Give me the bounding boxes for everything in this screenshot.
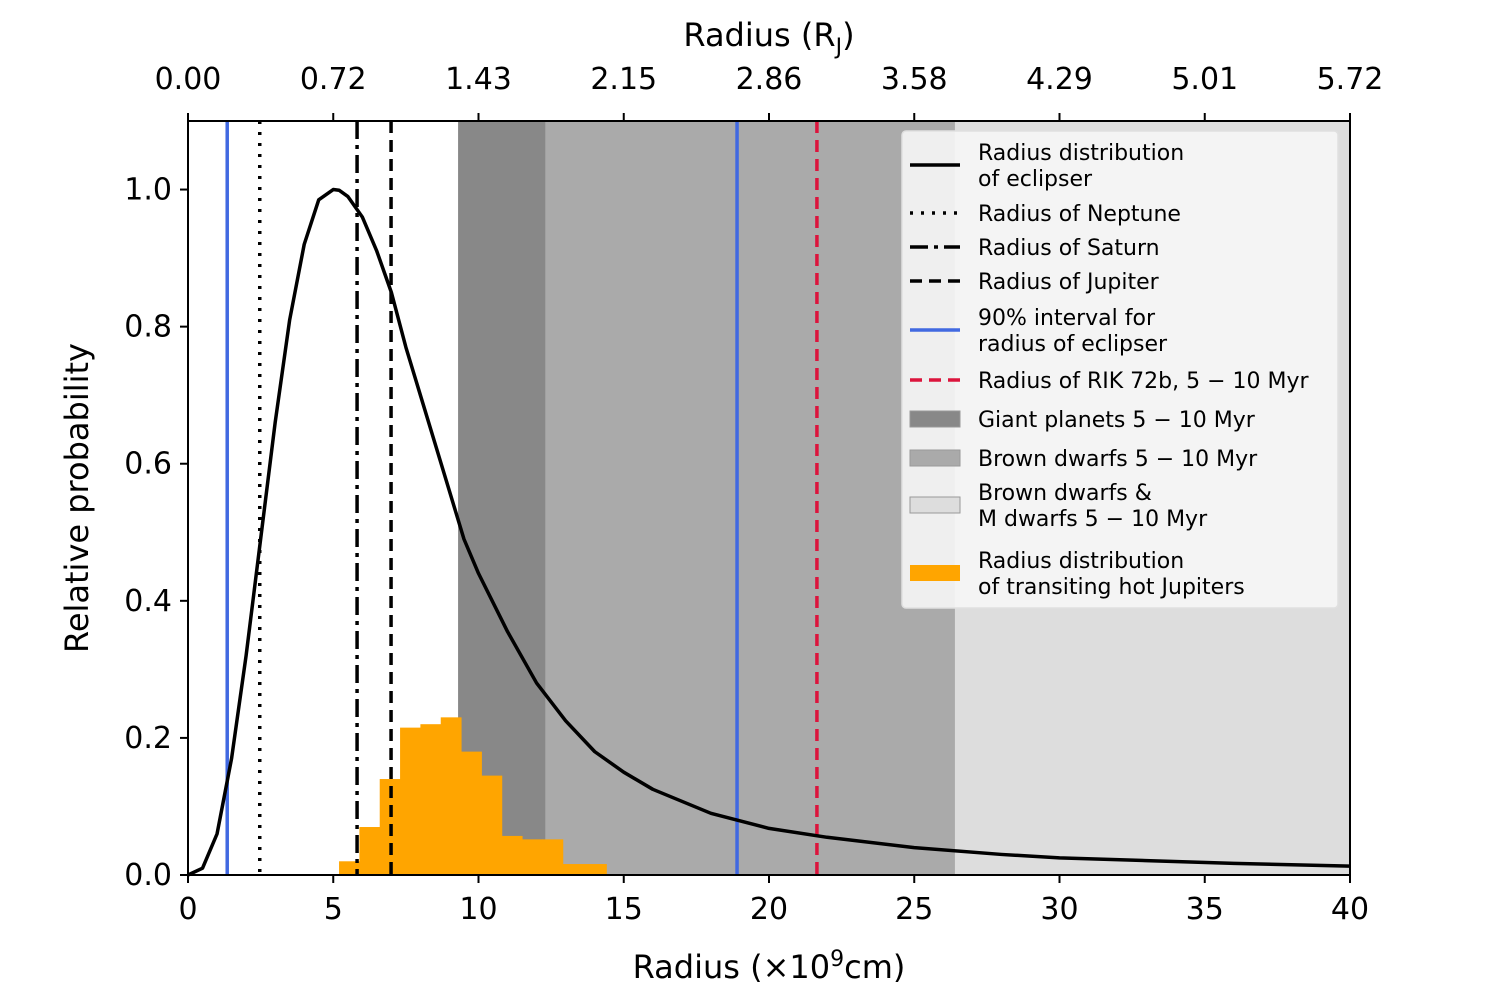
legend-handle-7 — [909, 449, 961, 467]
histogram-bar-1 — [359, 827, 381, 875]
legend-handle-8 — [909, 496, 961, 514]
x-tick-label-0: 0 — [178, 892, 197, 927]
legend-label-4-line1: 90% interval for — [978, 306, 1156, 331]
histogram-bar-8 — [501, 835, 523, 875]
legend-label-5: Radius of RIK 72b, 5 − 10 Myr — [978, 369, 1310, 394]
top-tick-label-0: 0.00 — [155, 62, 222, 97]
x-tick-label-6: 30 — [1040, 892, 1078, 927]
x-tick-label-8: 40 — [1331, 892, 1369, 927]
legend-label-0-line1: Radius distribution — [978, 141, 1184, 166]
legend-label-8-line1: Brown dwarfs & — [978, 481, 1152, 506]
top-tick-label-7: 5.01 — [1171, 62, 1238, 97]
legend-label-9-line2: of transiting hot Jupiters — [978, 575, 1245, 600]
histogram-bar-9 — [522, 839, 543, 875]
top-tick-label-8: 5.72 — [1317, 62, 1384, 97]
y-tick-label-4: 0.8 — [124, 310, 172, 345]
histogram-bar-4 — [420, 724, 442, 875]
histogram-bar-7 — [481, 775, 503, 875]
top-tick-label-6: 4.29 — [1026, 62, 1093, 97]
legend-handle-6 — [909, 410, 961, 428]
histogram-bar-0 — [339, 861, 360, 875]
x-tick-label-5: 25 — [895, 892, 933, 927]
x-tick-label-7: 35 — [1186, 892, 1224, 927]
y-tick-label-2: 0.4 — [124, 584, 172, 619]
legend-box — [901, 130, 1339, 609]
x-tick-label-2: 10 — [459, 892, 497, 927]
legend-label-0-line2: of eclipser — [978, 167, 1093, 192]
legend-label-6: Giant planets 5 − 10 Myr — [978, 408, 1256, 433]
histogram-bar-5 — [440, 717, 462, 875]
legend-label-8-line2: M dwarfs 5 − 10 Myr — [978, 507, 1208, 532]
top-tick-label-2: 1.43 — [445, 62, 512, 97]
legend-label-7: Brown dwarfs 5 − 10 Myr — [978, 447, 1258, 472]
legend-label-3: Radius of Jupiter — [978, 270, 1160, 295]
y-tick-label-0: 0.0 — [124, 858, 172, 893]
histogram-bar-6 — [461, 751, 482, 875]
legend-label-4-line2: radius of eclipser — [978, 332, 1168, 357]
top-x-axis-label: Radius (RJ) — [683, 16, 854, 60]
eclipser-distribution-curve — [187, 187, 1351, 877]
y-axis-label: Relative probability — [58, 343, 96, 653]
top-tick-label-4: 2.86 — [736, 62, 803, 97]
top-tick-label-5: 3.58 — [881, 62, 948, 97]
top-tick-label-3: 2.15 — [590, 62, 657, 97]
legend-label-2: Radius of Saturn — [978, 236, 1160, 261]
legend-label-1: Radius of Neptune — [978, 202, 1181, 227]
legend-label-9-line1: Radius distribution — [978, 549, 1184, 574]
x-tick-label-4: 20 — [750, 892, 788, 927]
y-tick-label-1: 0.2 — [124, 721, 172, 756]
legend-handle-9 — [910, 565, 960, 581]
histogram-bar-12 — [583, 864, 607, 875]
histogram-bar-3 — [400, 727, 421, 875]
shaded-region-2 — [458, 121, 546, 875]
y-tick-label-3: 0.6 — [124, 447, 172, 482]
histogram-bar-10 — [542, 839, 564, 875]
x-tick-label-3: 15 — [605, 892, 643, 927]
x-tick-label-1: 5 — [324, 892, 343, 927]
x-axis-label: Radius (×109cm) — [633, 947, 906, 986]
top-tick-label-1: 0.72 — [300, 62, 367, 97]
histogram-bar-11 — [562, 864, 584, 875]
y-tick-label-5: 1.0 — [124, 173, 172, 208]
